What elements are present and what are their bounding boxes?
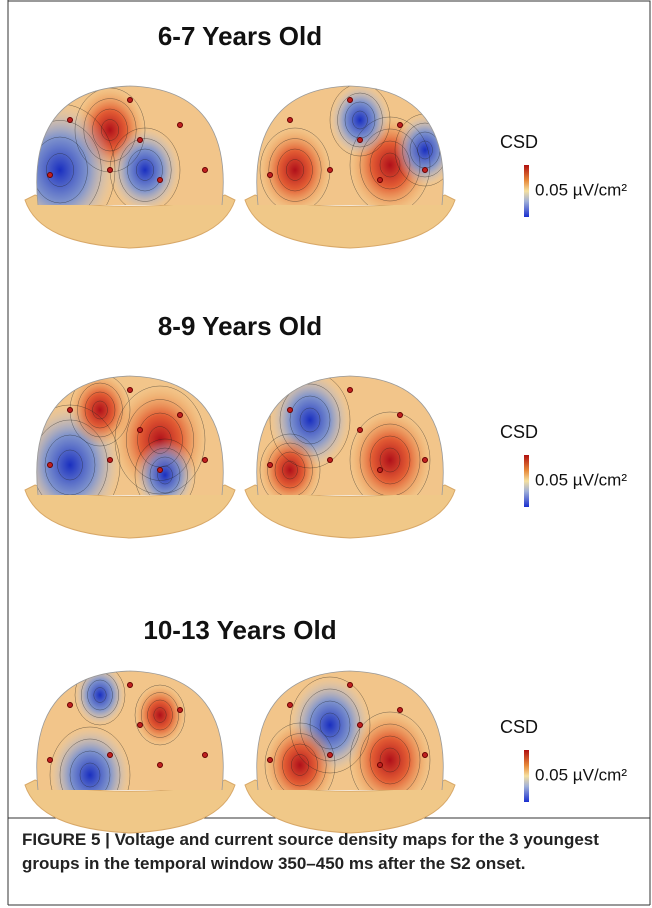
scale-label: 0.05 µV/cm² <box>535 765 627 784</box>
legend-title: CSD <box>500 717 538 737</box>
scale-label: 0.05 µV/cm² <box>535 470 627 489</box>
colorbar <box>524 750 529 802</box>
scalp-map <box>244 85 456 249</box>
panel: 6-7 Years Old CSD 0.05 µV/cm² <box>24 21 627 249</box>
panel-title: 8-9 Years Old <box>158 311 322 341</box>
figure-caption: FIGURE 5 | Voltage and current source de… <box>22 830 599 873</box>
legend-title: CSD <box>500 422 538 442</box>
panel: 10-13 Years Old CSD 0.05 µV/cm² <box>24 615 627 834</box>
scalp-map <box>24 85 236 249</box>
scale-label: 0.05 µV/cm² <box>535 180 627 199</box>
scalp-map <box>24 375 236 539</box>
legend-title: CSD <box>500 132 538 152</box>
panel-title: 10-13 Years Old <box>143 615 336 645</box>
colorbar <box>524 165 529 217</box>
scalp-map <box>244 375 456 539</box>
colorbar <box>524 455 529 507</box>
panel-title: 6-7 Years Old <box>158 21 322 51</box>
scalp-map <box>24 670 236 834</box>
scalp-map <box>244 670 456 834</box>
panel: 8-9 Years Old CSD 0.05 µV/cm² <box>24 311 627 539</box>
